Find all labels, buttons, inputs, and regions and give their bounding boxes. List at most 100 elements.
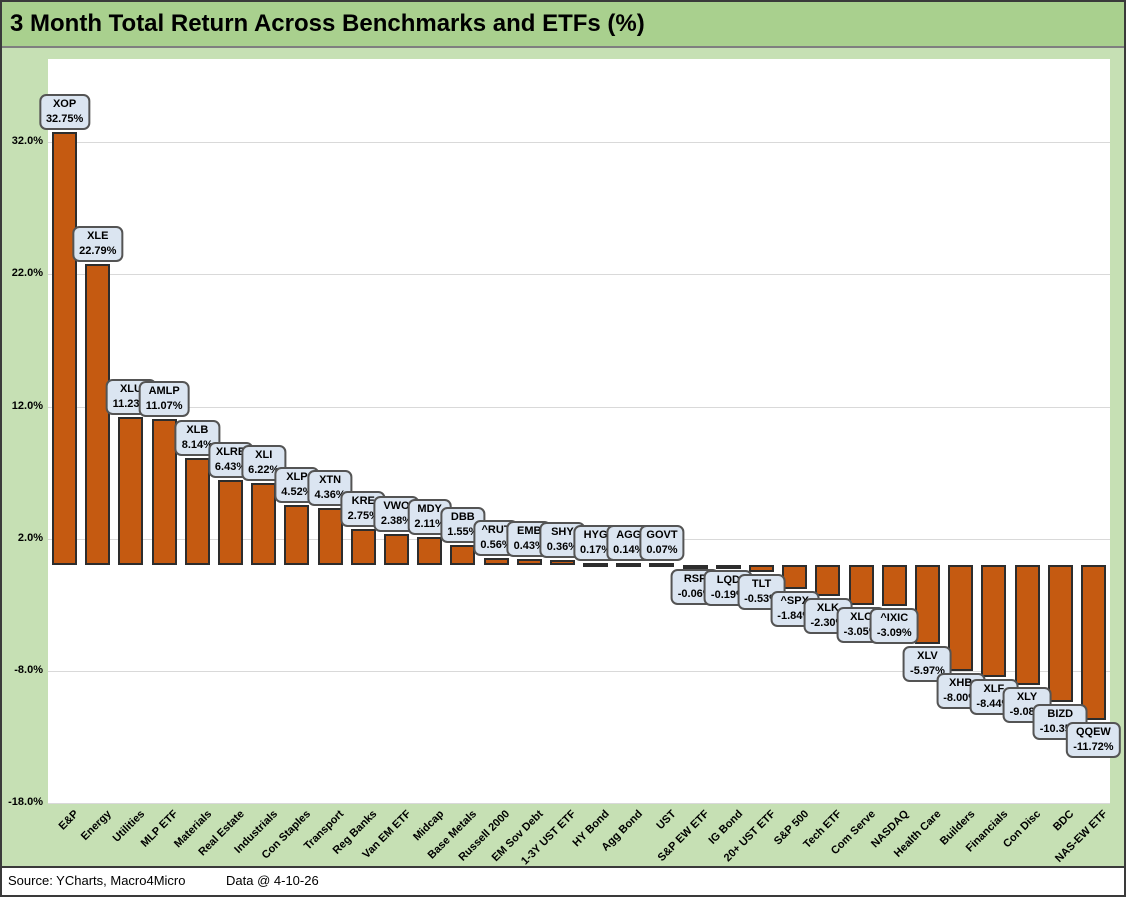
y-axis-tick-label: 12.0%	[11, 399, 43, 412]
gridline	[48, 803, 1110, 804]
bar-^SPX	[782, 565, 808, 590]
callout-ticker: XLF	[983, 682, 1005, 695]
callout-value: -3.05%	[843, 626, 879, 639]
bar-^IXIC	[881, 565, 907, 606]
gridline	[48, 406, 1110, 408]
callout-value: 6.22%	[248, 463, 280, 476]
callout-ticker: ^RUT	[481, 523, 511, 536]
callout-value: 0.07%	[646, 544, 678, 557]
callout-XLI: XLI 6.22%	[241, 444, 287, 481]
callout-XLE: XLE 22.79%	[72, 225, 124, 262]
bar-VWO	[383, 533, 409, 566]
callout-ticker: EMB	[516, 525, 542, 538]
gridline	[48, 670, 1110, 672]
callout-ticker: HYG	[583, 528, 608, 541]
callout-ticker: VWO	[383, 499, 410, 512]
bar-RSP	[682, 565, 708, 570]
callout-ticker: XLU	[119, 382, 142, 395]
callout-value: 4.52%	[281, 486, 313, 499]
callout-value: -2.30%	[810, 616, 846, 629]
bar-AGG	[616, 563, 642, 568]
callout-ticker: ^SPX	[780, 595, 809, 608]
bar-XLB	[184, 457, 210, 566]
callout-value: -5.97%	[910, 665, 945, 678]
callout-ticker: XLC	[850, 611, 873, 624]
callout-ticker: XLY	[1016, 691, 1038, 704]
callout-ticker: ^IXIC	[880, 611, 909, 624]
callout-value: 0.43%	[513, 540, 545, 553]
callout-ticker: DBB	[450, 510, 475, 523]
bar-XLY	[1014, 565, 1040, 686]
callout-value: 2.38%	[380, 514, 413, 527]
callout-value: 0.36%	[546, 541, 579, 554]
data-date-text: Data @ 4-10-26	[226, 873, 319, 888]
callout-ticker: XTN	[319, 473, 342, 486]
callout-ticker: XLP	[286, 471, 308, 484]
callout-ticker: TLT	[751, 578, 772, 591]
bar-^RUT	[483, 557, 509, 566]
callout-XOP: XOP 32.75%	[38, 94, 91, 131]
x-axis-tick-label: BDC	[1051, 808, 1077, 834]
gridline	[48, 142, 1110, 144]
callout-ticker: GOVT	[646, 529, 678, 542]
y-axis-tick-label: 32.0%	[11, 135, 43, 148]
callout-value: -3.09%	[876, 626, 912, 639]
callout-ticker: AGG	[616, 529, 642, 542]
callout-value: -0.19%	[710, 588, 746, 601]
bar-XTN	[317, 507, 343, 566]
callout-ticker: XLRE	[215, 446, 246, 459]
bar-XLE	[85, 263, 111, 566]
callout-ticker: QQEW	[1075, 726, 1111, 738]
bar-AMLP	[151, 418, 177, 566]
bar-LQD	[715, 565, 741, 570]
callout-ticker: RSP	[683, 573, 707, 586]
callout-value: -8.00%	[943, 691, 979, 704]
callout-ticker: XOP	[52, 98, 77, 111]
callout-^RUT: ^RUT 0.56%	[473, 519, 519, 556]
bar-XLK	[815, 565, 841, 596]
footer: Source: YCharts, Macro4Micro Data @ 4-10…	[2, 866, 1124, 895]
callout-value: 2.75%	[347, 509, 379, 522]
x-axis-tick-label: E&P	[56, 808, 82, 833]
bar-XLRE	[218, 480, 244, 566]
y-axis-tick-label: 2.0%	[17, 531, 43, 544]
callout-ticker: AMLP	[148, 384, 180, 397]
callout-value: 0.17%	[579, 543, 612, 556]
bar-XHB	[948, 565, 974, 671]
bar-SHY	[549, 560, 575, 566]
callout-ticker: XLI	[255, 448, 273, 461]
bar-XLI	[251, 482, 277, 566]
callout-value: 0.14%	[613, 544, 645, 557]
bar-HYG	[583, 562, 609, 567]
callout-value: 1.55%	[447, 525, 479, 538]
y-axis-tick-label: 22.0%	[11, 267, 43, 280]
bar-XLF	[981, 565, 1007, 677]
callout-value: -8.44%	[976, 697, 1012, 710]
bar-KRE	[350, 528, 376, 566]
callout-ticker: XLK	[816, 601, 839, 614]
bar-XLP	[284, 505, 310, 566]
callout-value: 4.36%	[314, 488, 346, 501]
bar-XLV	[914, 565, 940, 645]
callout-ticker: XLB	[186, 423, 209, 436]
bar-EMB	[516, 559, 542, 566]
bar-DBB	[450, 544, 476, 566]
callout-value: -1.84%	[777, 610, 813, 623]
callout-value: 11.07%	[145, 399, 183, 412]
bar-GOVT	[649, 563, 675, 568]
callout-ticker: XHB	[949, 676, 973, 689]
callout-value: 32.75%	[45, 113, 84, 126]
callout-ticker: MDY	[417, 503, 442, 516]
gridline	[48, 274, 1110, 276]
callout-GOVT: GOVT 0.07%	[639, 525, 685, 562]
bar-MDY	[417, 537, 443, 566]
callout-ticker: XLV	[917, 650, 938, 663]
y-axis-tick-label: -18.0%	[8, 796, 43, 808]
callout-value: 22.79%	[79, 244, 117, 257]
callout-QQEW: QQEW -11.72%	[1066, 722, 1121, 758]
callout-^IXIC: ^IXIC -3.09%	[869, 607, 919, 644]
callout-ticker: SHY	[551, 526, 574, 539]
callout-ticker: BIZD	[1047, 707, 1074, 720]
callout-value: 6.43%	[214, 461, 247, 474]
